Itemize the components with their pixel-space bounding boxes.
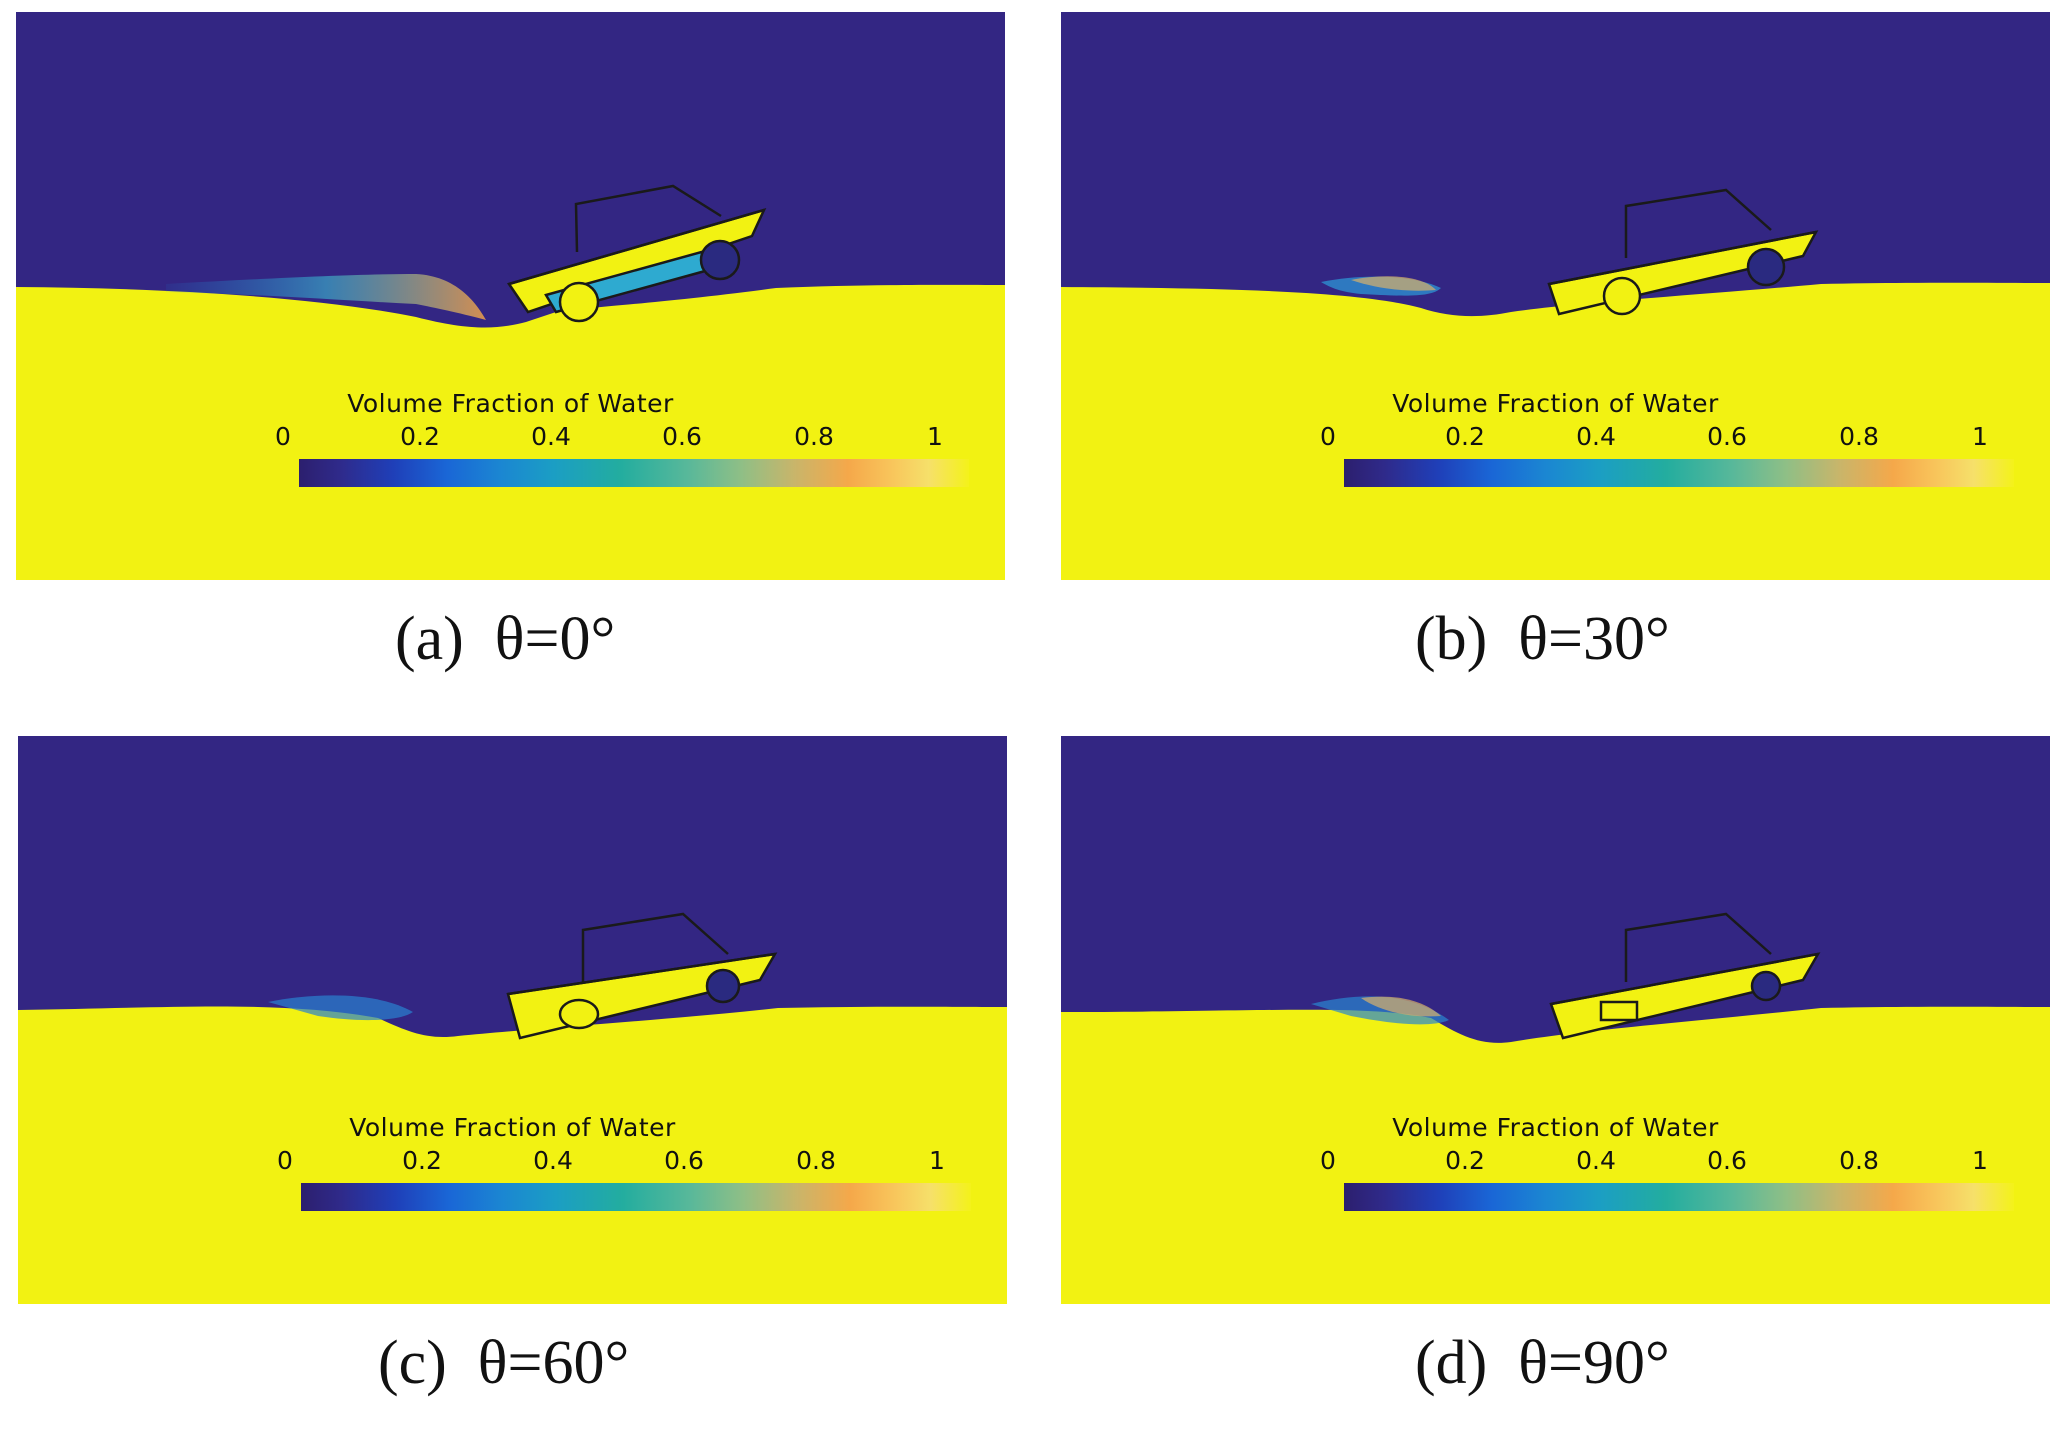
colorbar-tick: 0.4 <box>1576 422 1616 451</box>
colorbar-tick: 0.4 <box>1576 1146 1616 1175</box>
panel-d: Volume Fraction of Water 0 0.2 0.4 0.6 0… <box>1061 736 2050 1304</box>
vehicle-outline <box>506 912 778 1040</box>
colorbar-tick: 0.8 <box>1839 422 1879 451</box>
water-region <box>1061 1006 2050 1304</box>
water-region <box>18 1006 1007 1304</box>
vehicle-outline <box>1549 912 1821 1040</box>
colorbar-tick: 0 <box>1320 1146 1336 1175</box>
colorbar-tick: 0.6 <box>1707 422 1747 451</box>
colorbar-title: Volume Fraction of Water <box>347 389 674 418</box>
caption-c: (c) θ=60° <box>378 1329 630 1397</box>
colorbar-tick: 0 <box>277 1146 293 1175</box>
colorbar-tick: 1 <box>1972 422 1988 451</box>
colorbar <box>299 459 969 487</box>
vehicle-outline <box>1547 188 1819 316</box>
colorbar-tick: 0.4 <box>533 1146 573 1175</box>
colorbar <box>1344 459 2014 487</box>
contour-plot-d <box>1061 736 2050 1304</box>
colorbar-tick: 0.2 <box>1445 422 1485 451</box>
wake-spray <box>166 274 486 320</box>
contour-plot-c <box>18 736 1007 1304</box>
colorbar-tick: 0.8 <box>794 422 834 451</box>
colorbar-tick: 0.6 <box>1707 1146 1747 1175</box>
panel-a: Volume Fraction of Water 0 0.2 0.4 0.6 0… <box>16 12 1005 580</box>
colorbar-tick: 0.8 <box>796 1146 836 1175</box>
caption-a: (a) θ=0° <box>395 605 616 673</box>
water-region <box>16 284 1005 580</box>
contour-plot-a <box>16 12 1005 580</box>
panel-c: Volume Fraction of Water 0 0.2 0.4 0.6 0… <box>18 736 1007 1304</box>
wake-spray <box>268 995 413 1021</box>
water-region <box>1061 282 2050 580</box>
colorbar-title: Volume Fraction of Water <box>1392 389 1719 418</box>
colorbar-tick: 1 <box>1972 1146 1988 1175</box>
colorbar-title: Volume Fraction of Water <box>1392 1113 1719 1142</box>
colorbar-tick: 0.6 <box>662 422 702 451</box>
colorbar-tick: 0.4 <box>531 422 571 451</box>
panel-b: Volume Fraction of Water 0 0.2 0.4 0.6 0… <box>1061 12 2050 580</box>
colorbar-tick: 0.8 <box>1839 1146 1879 1175</box>
colorbar-tick: 1 <box>929 1146 945 1175</box>
caption-b: (b) θ=30° <box>1415 605 1670 673</box>
colorbar-tick: 0 <box>275 422 291 451</box>
colorbar-tick: 0.6 <box>664 1146 704 1175</box>
colorbar-tick: 0.2 <box>1445 1146 1485 1175</box>
colorbar-title: Volume Fraction of Water <box>349 1113 676 1142</box>
colorbar-tick: 0.2 <box>400 422 440 451</box>
contour-plot-b <box>1061 12 2050 580</box>
colorbar-tick: 0.2 <box>402 1146 442 1175</box>
colorbar-tick: 0 <box>1320 422 1336 451</box>
colorbar <box>1344 1183 2014 1211</box>
vehicle-outline <box>507 184 767 323</box>
caption-d: (d) θ=90° <box>1415 1329 1670 1397</box>
colorbar-tick: 1 <box>927 422 943 451</box>
colorbar <box>301 1183 971 1211</box>
